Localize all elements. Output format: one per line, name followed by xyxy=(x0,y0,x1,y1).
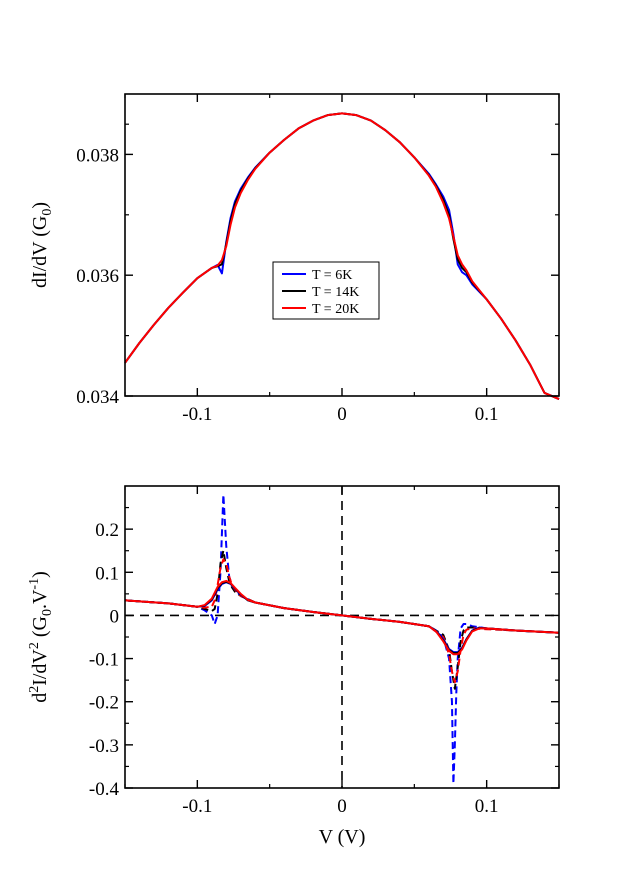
top-xtick-label: 0 xyxy=(337,404,347,425)
bottom-reference-lines xyxy=(125,486,559,788)
bottom-ytick-label: 0.1 xyxy=(95,563,119,584)
top-ylabel-close: ) xyxy=(29,202,51,209)
bottom-series-line-0 xyxy=(124,493,560,785)
bottom-ylabel-part: (G xyxy=(29,616,51,642)
bottom-ytick-label: -0.2 xyxy=(89,693,119,714)
bottom-series-line-2 xyxy=(124,558,560,684)
top-series-line-1 xyxy=(124,112,560,400)
top-ylabel-sub: 0 xyxy=(40,209,55,216)
legend-label: T = 20K xyxy=(312,302,359,317)
top-ticks: -0.1 0 0.1 0.034 0.036 0.038 xyxy=(76,94,560,425)
bottom-series-group xyxy=(124,493,560,785)
bottom-series-line-5 xyxy=(124,579,560,656)
bottom-xtick-label: 0 xyxy=(337,796,347,817)
svg-text:d2I/dV2 (G0.V-1): d2I/dV2 (G0.V-1) xyxy=(27,571,55,703)
top-y-axis-label: dI/dV (G0) xyxy=(29,202,55,288)
bottom-xtick-label: 0.1 xyxy=(475,796,499,817)
bottom-ylabel-part: 0 xyxy=(40,609,55,616)
top-ytick-label: 0.034 xyxy=(76,387,119,408)
legend-label: T = 6K xyxy=(312,268,352,283)
svg-text:dI/dV (G0): dI/dV (G0) xyxy=(29,202,55,288)
top-ytick-label: 0.038 xyxy=(76,145,119,166)
legend-items: T = 6K T = 14K T = 20K xyxy=(282,268,359,317)
top-ytick-label: 0.036 xyxy=(76,266,119,287)
top-xtick-label: -0.1 xyxy=(182,404,212,425)
bottom-ytick-label: 0.2 xyxy=(95,520,119,541)
bottom-ytick-label: -0.3 xyxy=(89,736,119,757)
bottom-xtick-label: -0.1 xyxy=(182,796,212,817)
bottom-ylabel-part: .V xyxy=(29,589,51,609)
legend: T = 6K T = 14K T = 20K xyxy=(272,261,380,320)
bottom-ylabel-part: 2 xyxy=(27,686,42,693)
bottom-ytick-label: -0.4 xyxy=(89,779,120,800)
top-plot-frame xyxy=(124,93,560,397)
bottom-x-axis-label: V (V) xyxy=(319,826,366,848)
bottom-ytick-label: 0 xyxy=(110,606,120,627)
bottom-ytick-label: -0.1 xyxy=(89,650,119,671)
bottom-panel: -0.1 0 0.1-0.4-0.3-0.2-0.100.10.2 V (V) d2… xyxy=(27,485,560,848)
top-series-group xyxy=(124,112,560,400)
top-series-line-0 xyxy=(124,112,560,400)
top-series-line-2 xyxy=(124,112,560,400)
top-xtick-label: 0.1 xyxy=(475,404,499,425)
top-ylabel-main: dI/dV (G xyxy=(29,216,51,288)
bottom-ylabel-part: -1 xyxy=(27,578,42,590)
bottom-ylabel-part: 2 xyxy=(27,642,42,649)
bottom-ylabel-part: d xyxy=(29,693,51,703)
bottom-ylabel-part: I/dV xyxy=(29,649,51,686)
bottom-ticks: -0.1 0 0.1 -0.4 -0.3 -0.2 -0.1 0 0.1 0.2 xyxy=(89,486,560,817)
bottom-y-axis-label: d2I/dV2 (G0.V-1) xyxy=(27,571,55,703)
bottom-ylabel-part: ) xyxy=(29,571,51,578)
legend-label: T = 14K xyxy=(312,285,359,300)
